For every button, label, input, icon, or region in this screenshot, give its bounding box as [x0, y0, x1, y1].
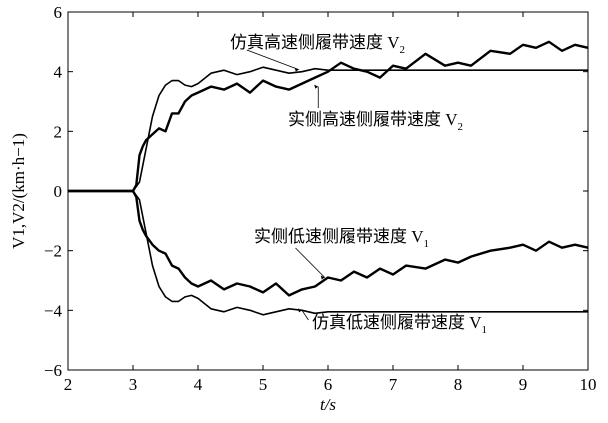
y-tick-label: −6	[44, 361, 62, 380]
x-tick-label: 4	[194, 375, 203, 394]
y-tick-label: −2	[44, 242, 62, 261]
x-tick-label: 2	[64, 375, 73, 394]
y-tick-label: 2	[54, 122, 63, 141]
x-tick-label: 7	[389, 375, 398, 394]
y-tick-label: −4	[44, 301, 63, 320]
annotation-leader	[301, 310, 309, 321]
annotation: 仿真高速侧履带速度 V2	[230, 33, 405, 72]
series-line	[68, 189, 589, 297]
series-group	[68, 40, 589, 316]
y-tick-label: 0	[54, 182, 63, 201]
annotation: 实侧高速侧履带速度 V2	[288, 84, 463, 133]
annotation-label: 实侧高速侧履带速度 V2	[288, 110, 463, 133]
series-line	[68, 190, 588, 316]
annotation-leader	[246, 49, 299, 70]
y-axis-label: V1,V2/(km·h−1)	[9, 133, 28, 249]
x-tick-label: 10	[580, 375, 597, 394]
x-tick-label: 3	[129, 375, 138, 394]
annotation-arrow	[314, 84, 319, 89]
annotation: 实侧低速侧履带速度 V1	[254, 227, 429, 280]
y-tick-label: 4	[54, 63, 63, 82]
annotation-label: 仿真高速侧履带速度 V2	[230, 33, 405, 56]
x-tick-label: 6	[324, 375, 333, 394]
x-tick-label: 8	[454, 375, 463, 394]
annotation-arrow	[320, 275, 325, 280]
annotation-leader	[295, 247, 326, 278]
y-tick-label: 6	[54, 3, 63, 22]
annotation-arrow	[298, 308, 302, 313]
x-tick-label: 9	[519, 375, 528, 394]
annotation-label: 仿真低速侧履带速度 V1	[312, 313, 487, 336]
x-axis-label: t/s	[320, 395, 336, 414]
series-line	[68, 66, 588, 192]
x-tick-label: 5	[259, 375, 268, 394]
annotation-arrow	[294, 67, 299, 72]
annotation-label: 实侧低速侧履带速度 V1	[254, 227, 429, 250]
series-line	[68, 40, 589, 193]
annotation: 仿真低速侧履带速度 V1	[298, 308, 487, 336]
